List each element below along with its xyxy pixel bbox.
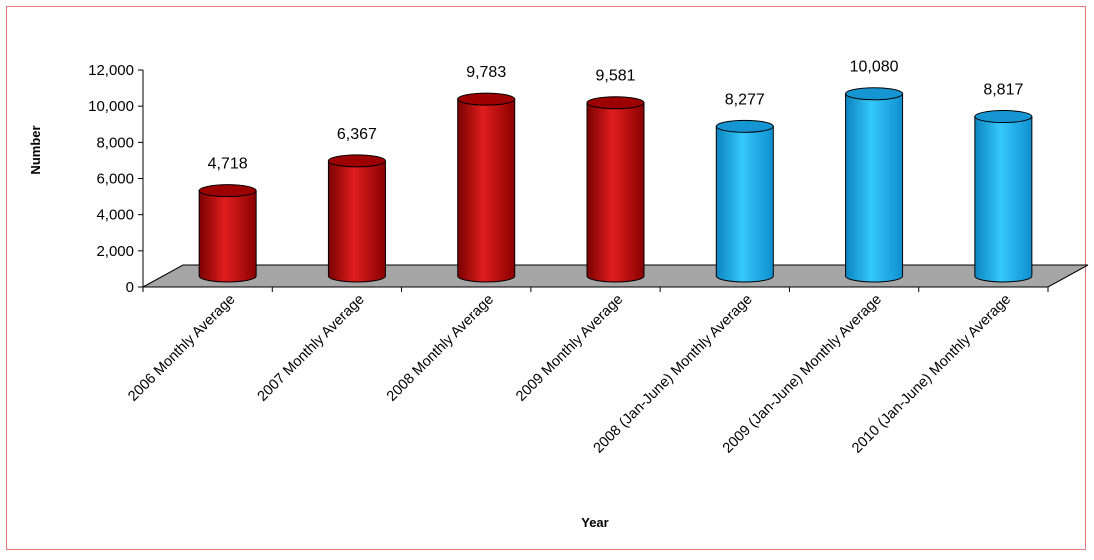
bar-body xyxy=(457,98,516,283)
data-label: 8,817 xyxy=(983,82,1023,99)
bar-body xyxy=(845,93,904,283)
y-axis-title: Number xyxy=(28,125,43,174)
data-label: 9,783 xyxy=(466,64,506,81)
bar-top xyxy=(327,154,386,168)
y-tick-label: 6,000 xyxy=(96,171,134,188)
bar xyxy=(198,184,257,283)
bar xyxy=(457,92,516,283)
data-label: 9,581 xyxy=(595,68,635,85)
bar-top xyxy=(586,96,645,110)
bar xyxy=(327,154,386,283)
y-tick-label: 0 xyxy=(126,279,134,296)
bars-layer xyxy=(198,87,1033,283)
category-label: 2010 (Jan-June) Monthly Average xyxy=(849,292,1014,457)
category-label: 2008 (Jan-June) Monthly Average xyxy=(591,292,756,457)
bar-body xyxy=(715,125,774,283)
bar-top xyxy=(715,119,774,133)
y-tick-label: 8,000 xyxy=(96,134,134,151)
data-label: 4,718 xyxy=(208,156,248,173)
y-tick-label: 10,000 xyxy=(88,98,134,115)
bar-body xyxy=(586,102,645,283)
bar-top xyxy=(974,110,1033,124)
y-tick-label: 12,000 xyxy=(88,62,134,79)
category-label: 2006 Monthly Average xyxy=(125,292,238,405)
data-label: 8,277 xyxy=(725,91,765,108)
bar xyxy=(974,110,1033,283)
axis-layer: 0 2,000 4,000 6,000 8,000 10,000 12,000 xyxy=(88,62,1049,296)
bar-body xyxy=(327,160,386,283)
y-tick-label: 2,000 xyxy=(96,243,134,260)
bar xyxy=(845,87,904,283)
data-label: 6,367 xyxy=(337,126,377,143)
category-label: 2009 Monthly Average xyxy=(513,292,626,405)
y-tick-label: 4,000 xyxy=(96,207,134,224)
bar-top xyxy=(198,184,257,198)
bar-top xyxy=(845,87,904,101)
bar-body xyxy=(974,116,1033,283)
category-label: 2009 (Jan-June) Monthly Average xyxy=(720,292,885,457)
bar xyxy=(586,96,645,283)
x-axis-title: Year xyxy=(581,515,608,530)
category-label: 2008 Monthly Average xyxy=(384,292,497,405)
bar-body xyxy=(198,190,257,283)
bar xyxy=(715,119,774,283)
bar-top xyxy=(457,92,516,106)
category-label: 2007 Monthly Average xyxy=(255,292,368,405)
data-label: 10,080 xyxy=(850,59,899,76)
